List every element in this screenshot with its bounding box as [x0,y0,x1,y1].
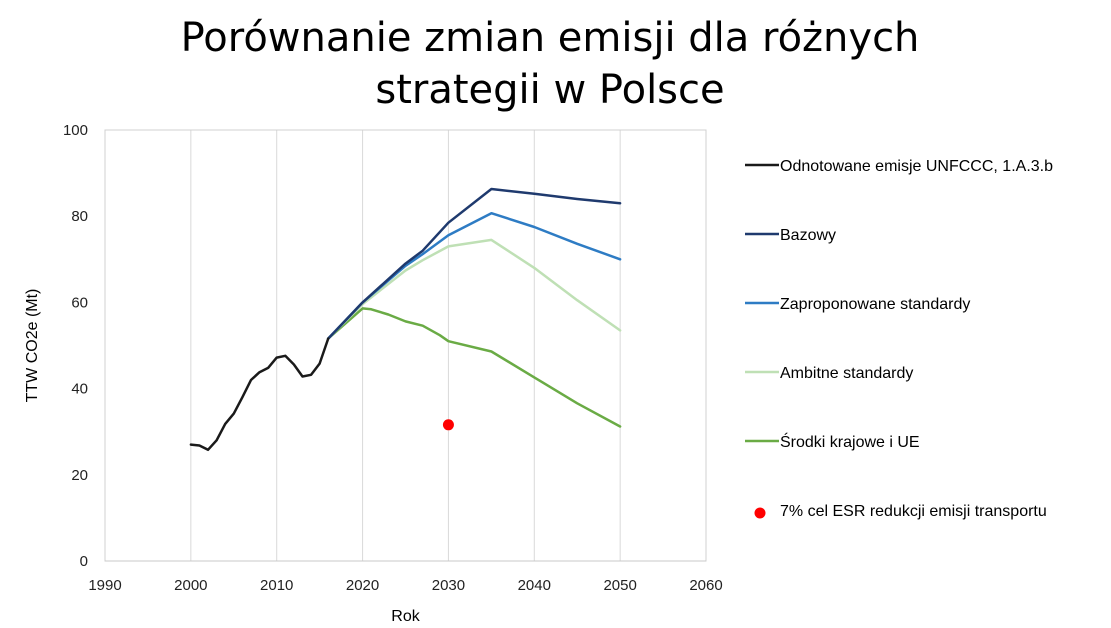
y-tick-label: 20 [71,467,88,484]
chart-title-line-1: Porównanie zmian emisji dla różnych [180,15,920,61]
y-tick-label: 60 [71,294,88,311]
y-tick-label: 80 [71,208,88,225]
x-tick-label: 2000 [174,577,207,594]
x-axis-title: Rok [391,608,420,625]
legend-label: Ambitne standardy [780,365,913,382]
chart-title: Porównanie zmian emisji dla różnych stra… [130,12,970,116]
y-tick-label: 40 [71,381,88,398]
legend-marker [754,507,766,519]
data-point-marker [442,419,454,431]
series-line [326,307,622,428]
legend-label: 7% cel ESR redukcji emisji transportu [780,503,1047,520]
legend-label: Środki krajowe i UE [780,432,920,451]
x-tick-label: 2030 [432,577,465,594]
x-tick-label: 1990 [88,577,121,594]
legend-label: Bazowy [780,227,836,244]
series-layer [189,187,622,452]
legend-label: Odnotowane emisje UNFCCC, 1.A.3.b [780,158,1053,175]
legend: Odnotowane emisje UNFCCC, 1.A.3.b Bazowy Z… [745,158,1053,520]
series-line [326,187,622,340]
x-tick-label: 2040 [518,577,551,594]
tick-labels: 1990 2000 2010 2020 2030 2040 2050 206002040608… [63,122,723,594]
legend-label: Zaproponowane standardy [780,296,970,313]
x-tick-label: 2020 [346,577,379,594]
y-axis-title: TTW CO2e (Mt) [24,289,41,403]
y-tick-label: 0 [80,553,88,570]
plot-area-frame [104,129,707,562]
series-line [326,238,622,340]
grid-layer [104,130,707,561]
series-line [189,337,330,452]
chart-title-line-2: strategii w Polsce [375,67,725,113]
x-tick-label: 2050 [603,577,636,594]
x-tick-label: 2060 [689,577,722,594]
x-tick-label: 2010 [260,577,293,594]
series-line [326,211,622,340]
y-tick-label: 100 [63,122,88,139]
